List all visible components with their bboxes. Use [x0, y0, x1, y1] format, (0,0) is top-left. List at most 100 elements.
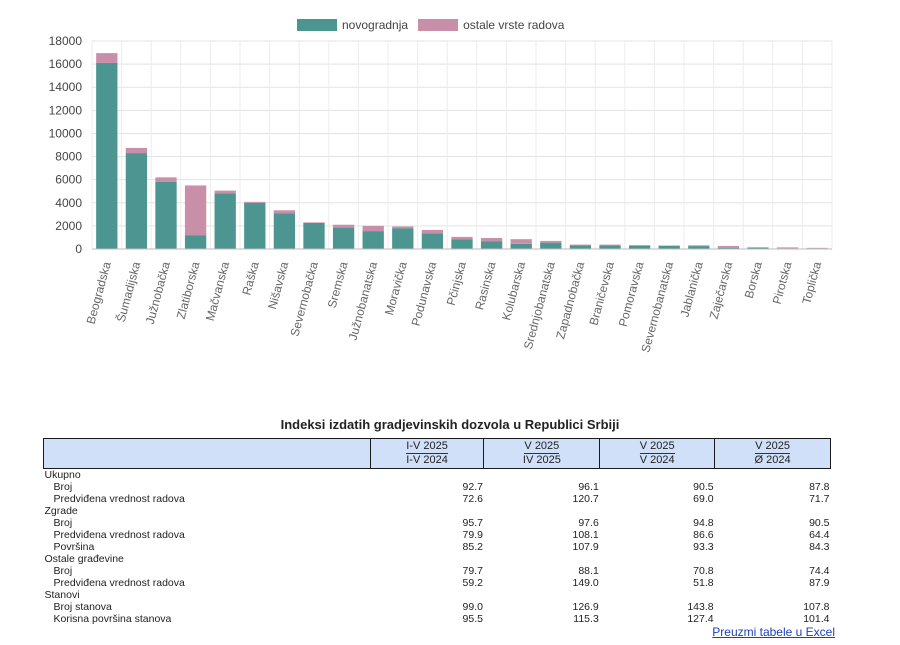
- cell-value: 88.1: [578, 565, 599, 577]
- bar-ostale-20: [688, 245, 710, 247]
- x-tick-label: Južnobačka: [143, 260, 173, 326]
- row-group-label: Ostale građevine: [44, 553, 124, 565]
- cell-value: 69.0: [693, 493, 714, 505]
- cell-value: [370, 469, 484, 482]
- header-4-top: V 2025: [755, 440, 790, 454]
- header-1-bottom: I-V 2024: [406, 454, 448, 466]
- x-tick-label: Toplička: [799, 260, 824, 306]
- y-tick-label: 2000: [55, 219, 82, 233]
- header-1-top: I-V 2025: [406, 440, 448, 454]
- bar-novogradnja-14: [510, 243, 532, 249]
- y-tick-label: 16000: [49, 57, 83, 71]
- bar-ostale-11: [421, 229, 444, 234]
- table-header-col-4: V 2025 Ø 2024: [714, 438, 831, 469]
- x-tick-label: Zapadnobačka: [553, 260, 587, 341]
- row-label: Predviđena vrednost radova: [53, 529, 185, 541]
- row-label: Broj: [53, 517, 73, 529]
- cell-value: 101.4: [803, 613, 830, 625]
- cell-value: 87.9: [809, 577, 830, 589]
- x-tick-label: Moravička: [382, 260, 410, 317]
- cell-value: [370, 553, 484, 565]
- bar-ostale-4: [214, 190, 236, 194]
- bar-ostale-15: [540, 240, 562, 243]
- table-row: Korisna površina stanova 95.5 115.3 127.4 10…: [44, 613, 831, 625]
- cell-value: 51.8: [693, 577, 714, 589]
- bar-novogradnja-18: [628, 245, 651, 249]
- table-row: Površina 85.2 107.9 93.3 84.3: [44, 541, 831, 553]
- x-tick-label: Pčinjska: [444, 260, 469, 307]
- bar-novogradnja-13: [480, 241, 503, 249]
- legend-item-ostale[interactable]: ostale vrste radova: [418, 18, 564, 32]
- table-row: Predviđena vrednost radova 72.6 120.7 69.0 7…: [44, 493, 831, 505]
- table-header-row: I-V 2025 I-V 2024 V 2025 IV 2025 V 2025 V 2…: [43, 438, 831, 469]
- header-3-top: V 2025: [639, 440, 675, 454]
- x-tick-label: Borska: [742, 260, 765, 300]
- bar-ostale-18: [628, 245, 651, 246]
- legend-item-novogradnja[interactable]: novogradnja: [297, 18, 408, 32]
- bar-ostale-12: [451, 236, 473, 240]
- download-excel-link[interactable]: Preuzmi tabele u Excel: [712, 625, 835, 639]
- y-tick-label: 12000: [49, 103, 83, 117]
- row-group-label: Zgrade: [44, 505, 78, 517]
- bar-novogradnja-3: [184, 235, 207, 249]
- bar-novogradnja-11: [421, 233, 444, 249]
- bar-novogradnja-2: [155, 181, 177, 249]
- cell-value: [600, 553, 715, 565]
- table-header-col-1: I-V 2025 I-V 2024: [369, 438, 485, 469]
- y-tick-label: 14000: [49, 80, 83, 94]
- bar-novogradnja-15: [540, 242, 562, 249]
- row-group-label: Ukupno: [44, 469, 81, 481]
- bar-novogradnja-1: [125, 153, 148, 249]
- bar-ostale-22: [747, 247, 769, 248]
- x-tick-label: Rasinska: [472, 260, 498, 312]
- bar-novogradnja-19: [658, 245, 680, 249]
- cell-value: 143.8: [687, 601, 714, 613]
- bar-novogradnja-21: [717, 247, 740, 249]
- cell-value: 70.8: [693, 565, 714, 577]
- cell-value: 97.6: [578, 517, 599, 529]
- cell-value: 126.9: [572, 601, 599, 613]
- cell-value: 84.3: [809, 541, 830, 553]
- cell-value: 71.7: [809, 493, 830, 505]
- row-label: Korisna površina stanova: [53, 613, 172, 625]
- header-2-bottom: IV 2025: [522, 454, 561, 466]
- table-row: Predviđena vrednost radova 79.9 108.1 86.6 6…: [44, 529, 831, 541]
- cell-value: 107.9: [572, 541, 599, 553]
- bar-novogradnja-12: [451, 239, 473, 249]
- legend-label-novogradnja: novogradnja: [342, 18, 409, 32]
- x-tick-label: Pomoravska: [616, 260, 647, 328]
- x-tick-label: Nišavska: [265, 260, 291, 311]
- cell-value: [600, 505, 715, 517]
- cell-value: [600, 469, 715, 482]
- cell-value: [484, 505, 600, 517]
- table-row: Broj 95.7 97.6 94.8 90.5: [44, 517, 831, 529]
- legend-swatch-ostale: [418, 19, 459, 31]
- table-title: Indeksi izdatih gradjevinskih dozvola u …: [280, 417, 620, 432]
- cell-value: [484, 589, 600, 601]
- x-tick-label: Raška: [239, 260, 261, 297]
- x-tick-label: Severnobačka: [288, 260, 321, 338]
- header-3-bottom: V 2024: [639, 454, 675, 466]
- table-group-row: Stanovi: [44, 589, 831, 601]
- index-table: I-V 2025 I-V 2024 V 2025 IV 2025 V 2025 V 2…: [43, 438, 831, 625]
- row-label: Broj: [53, 565, 73, 577]
- x-tick-label: Zlatiborska: [174, 260, 203, 321]
- cell-value: [715, 505, 831, 517]
- bar-ostale-21: [717, 245, 740, 248]
- cell-value: 115.3: [573, 613, 599, 625]
- bar-ostale-13: [480, 238, 503, 242]
- table-group-row: Ukupno: [44, 469, 831, 482]
- row-group-label: Stanovi: [44, 589, 80, 601]
- bar-ostale-5: [244, 201, 266, 203]
- cell-value: 96.1: [578, 481, 599, 493]
- bar-novogradnja-17: [599, 245, 621, 249]
- x-tick-label: Zaječarska: [707, 260, 736, 321]
- row-label: Broj: [53, 481, 73, 493]
- cell-value: 85.2: [462, 541, 483, 553]
- cell-value: 94.8: [693, 517, 714, 529]
- cell-value: 64.4: [809, 529, 830, 541]
- cell-value: [370, 589, 484, 601]
- bar-ostale-1: [125, 147, 148, 154]
- cell-value: 92.7: [462, 481, 483, 493]
- cell-value: 107.8: [803, 601, 830, 613]
